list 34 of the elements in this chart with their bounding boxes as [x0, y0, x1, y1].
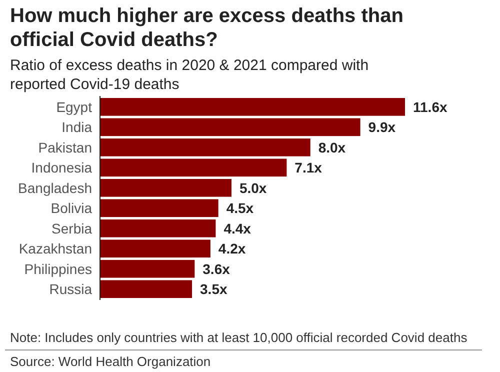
y-tick-label: Serbia — [52, 220, 92, 236]
data-label: 4.2x — [218, 240, 246, 257]
data-label: 3.5x — [200, 281, 228, 298]
text: Note: Includes only countries with at least 10,000 official recorded Covid deaths — [10, 330, 468, 345]
bar — [100, 240, 210, 258]
data-label: 4.5x — [226, 200, 254, 216]
bar — [100, 118, 360, 136]
bar — [100, 219, 216, 238]
data-label: 5.0x — [239, 180, 267, 196]
bar — [100, 98, 405, 116]
bar — [100, 178, 232, 197]
bar — [100, 260, 195, 278]
source-note: Source: World Health Organization — [10, 354, 211, 369]
bar — [100, 138, 310, 156]
y-tick-label: Pakistan — [38, 139, 92, 156]
y-tick-label: Kazakhstan — [18, 240, 92, 257]
chart-title: How much higher are excess deaths than official Covid deaths? — [10, 5, 404, 51]
chart-subtitle: Ratio of excess deaths in 2020 & 2021 compared with reported Covid-19 deaths — [10, 57, 369, 93]
y-tick-label: Russia — [49, 281, 92, 298]
data-label: 3.6x — [202, 260, 230, 277]
y-tick-label: India — [62, 119, 92, 136]
y-tick-label: Egypt — [56, 98, 92, 115]
data-label: 7.1x — [294, 160, 322, 176]
y-tick-label: Bangladesh — [18, 180, 92, 196]
bar — [100, 280, 192, 298]
y-tick-label: Philippines — [24, 260, 92, 277]
data-label: 9.9x — [368, 119, 396, 136]
bar — [100, 158, 287, 177]
data-label: 8.0x — [318, 139, 346, 156]
data-label: 11.6x — [413, 98, 448, 115]
bar — [100, 199, 218, 218]
data-label: 4.4x — [224, 220, 252, 236]
y-tick-label: Indonesia — [31, 160, 92, 176]
y-tick-label: Bolivia — [50, 200, 92, 216]
